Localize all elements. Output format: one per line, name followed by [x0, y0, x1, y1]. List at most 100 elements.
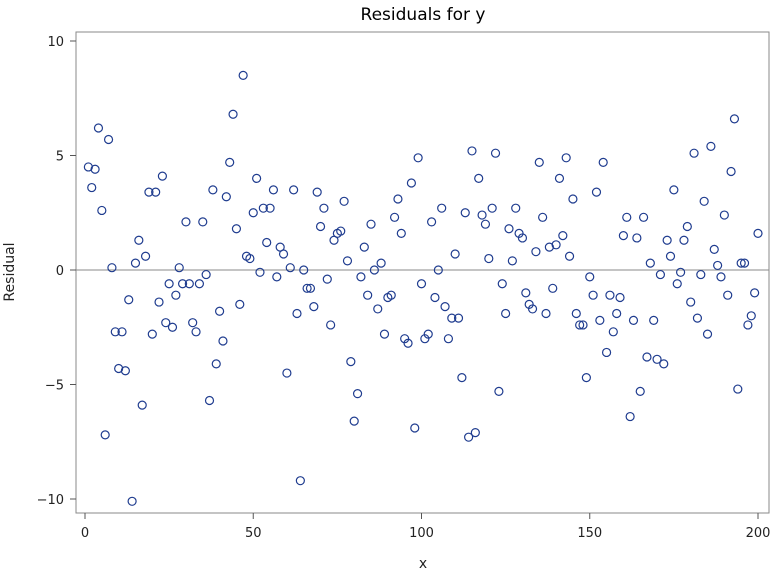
data-point — [140, 251, 151, 261]
data-point — [605, 290, 615, 300]
data-point — [420, 334, 430, 344]
data-point — [93, 123, 104, 133]
data-point — [501, 308, 511, 319]
data-point — [568, 194, 578, 204]
data-point — [659, 359, 669, 369]
data-point — [221, 192, 231, 202]
data-point — [477, 210, 487, 220]
data-point — [305, 283, 316, 293]
data-point — [443, 334, 454, 344]
data-point — [662, 235, 672, 245]
data-point — [285, 263, 295, 273]
x-tick-label: 200 — [746, 526, 771, 541]
data-point — [322, 274, 332, 284]
data-point — [268, 185, 279, 195]
data-point — [511, 203, 521, 213]
data-point — [410, 423, 420, 433]
data-point — [538, 212, 548, 222]
data-point — [618, 231, 629, 241]
data-point — [649, 315, 659, 325]
data-point — [299, 265, 309, 275]
data-point — [151, 187, 161, 197]
data-point — [83, 162, 93, 172]
data-point — [494, 386, 504, 396]
data-point — [517, 233, 528, 243]
data-point — [393, 194, 403, 204]
data-point — [554, 173, 565, 183]
x-tick-label: 150 — [577, 526, 602, 541]
data-point — [248, 208, 258, 218]
data-point — [665, 251, 676, 261]
data-point — [723, 290, 733, 300]
data-point — [188, 318, 198, 328]
data-point — [601, 347, 612, 358]
data-point — [174, 263, 184, 273]
x-axis-label: x — [419, 556, 427, 572]
x-tick-label: 0 — [81, 526, 89, 541]
data-point — [628, 315, 639, 325]
data-point — [225, 157, 235, 167]
data-point — [450, 249, 460, 259]
data-point — [107, 263, 117, 273]
data-point — [245, 253, 255, 264]
data-point — [497, 279, 507, 289]
data-point — [440, 302, 450, 312]
data-point — [201, 269, 211, 280]
data-point — [746, 311, 756, 321]
data-point — [739, 258, 750, 268]
data-point — [117, 327, 127, 337]
data-point — [363, 290, 373, 300]
data-point — [487, 203, 497, 213]
data-point — [430, 292, 440, 303]
data-point — [289, 185, 299, 195]
data-point — [265, 203, 275, 213]
data-point — [396, 228, 406, 238]
data-point — [309, 302, 319, 312]
data-point — [625, 411, 635, 422]
data-point — [204, 395, 215, 406]
data-point — [137, 400, 147, 410]
data-point — [638, 212, 649, 222]
data-point — [713, 260, 723, 271]
data-point — [403, 338, 413, 348]
x-tick-label: 50 — [245, 526, 262, 541]
y-axis-label: Residual — [2, 242, 18, 301]
data-point — [379, 329, 390, 339]
data-point — [282, 368, 292, 378]
data-point — [164, 279, 174, 289]
data-point — [312, 187, 322, 197]
data-point — [558, 231, 568, 241]
data-point — [541, 308, 551, 319]
data-point — [672, 279, 682, 289]
data-point — [729, 114, 740, 124]
data-point — [400, 334, 410, 344]
data-point — [453, 313, 464, 323]
data-point — [191, 327, 201, 337]
data-point — [467, 146, 477, 156]
data-point — [655, 269, 666, 280]
data-point — [447, 313, 457, 323]
data-point — [504, 224, 514, 234]
data-point — [194, 279, 205, 289]
data-point — [215, 306, 225, 316]
data-point — [339, 196, 349, 206]
data-point — [211, 359, 221, 369]
data-point — [524, 299, 534, 309]
data-point — [682, 221, 692, 232]
data-point — [507, 256, 517, 266]
data-point — [110, 327, 120, 337]
data-point — [578, 320, 588, 330]
data-point — [699, 196, 709, 206]
data-point — [534, 157, 544, 167]
data-point — [366, 219, 376, 229]
data-point — [423, 329, 433, 339]
data-point — [433, 265, 443, 275]
plot-frame — [75, 31, 770, 514]
data-point — [464, 432, 474, 442]
data-point — [130, 258, 141, 268]
data-point — [733, 384, 743, 394]
data-point — [376, 258, 386, 268]
data-point — [490, 148, 501, 158]
data-point — [692, 313, 703, 323]
data-point — [369, 265, 379, 275]
